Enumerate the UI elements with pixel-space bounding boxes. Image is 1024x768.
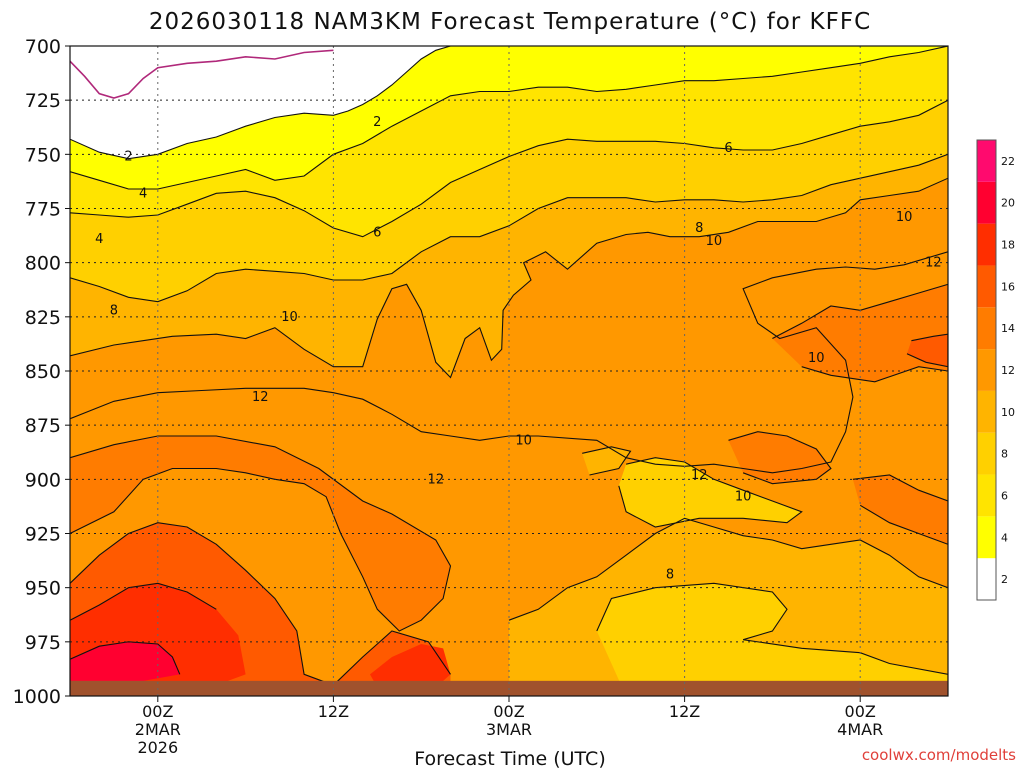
colorbar-swatch [977,223,996,266]
contour-line [70,177,948,379]
colorbar-label: 22 [1001,155,1015,168]
colorbar-swatch [977,265,996,308]
contour-line [906,333,948,368]
contour-label: 8 [695,221,703,236]
contour-label: 10 [281,310,298,325]
colorbar-label: 14 [1001,322,1015,335]
colorbar-swatch [977,516,996,559]
y-tick-label: 775 [25,199,61,221]
contour-label: 4 [139,186,147,201]
y-tick-label: 925 [25,524,61,546]
colorbar-label: 12 [1001,364,1015,377]
y-tick-label: 700 [25,36,61,58]
x-tick-label: 3MAR [486,720,532,739]
x-tick-label: 00Z [493,702,524,721]
x-tick-label: 00Z [142,702,173,721]
colorbar-swatch [977,432,996,475]
contour-line [70,522,451,686]
contour-line [70,435,452,632]
y-tick-label: 750 [25,144,61,166]
x-tick-label: 2026 [137,738,178,757]
y-tick-label: 875 [25,415,61,437]
colorbar-label: 4 [1001,531,1008,544]
contour-label: 8 [110,303,118,318]
temp-band-20 [70,641,180,681]
y-tick-label: 1000 [13,686,61,708]
colorbar-swatch [977,390,996,433]
contour-line [70,641,181,675]
colorbar-label: 10 [1001,406,1015,419]
x-tick-label: 12Z [669,702,700,721]
grid-lines [70,46,948,696]
contour-label: 12 [925,256,942,271]
contour-label: 2 [373,115,381,130]
contour-label: 10 [706,234,723,249]
x-tick-label: 12Z [318,702,349,721]
contour-label: 8 [666,568,674,583]
contour-label: 10 [515,433,532,448]
colorbar-label: 20 [1001,197,1015,210]
contour-label: 12 [691,468,708,483]
colorbar-swatch [977,307,996,350]
y-tick-label: 975 [25,632,61,654]
contour-line [508,517,948,621]
colorbar-swatch [977,349,996,391]
contour-line [582,446,632,476]
chart-title: 2026030118 NAM3KM Forecast Temperature (… [149,9,871,35]
credit-text: coolwx.com/modelts [862,746,1016,764]
contour-line [70,49,334,99]
y-axis: 700 725 750 775 800 825 850 875 900 925 950 975 1000 [13,36,70,708]
contour-line [728,431,832,485]
contour-line [852,474,948,545]
temp-band-8-mid [618,457,802,527]
colorbar-swatch [977,181,996,224]
contour-label: 10 [896,210,913,225]
temp-band-14 [70,436,451,631]
contour-line [70,251,948,474]
y-tick-label: 800 [25,253,61,275]
colorbar-label: 2 [1001,573,1008,586]
contour-label: 4 [95,232,103,247]
contour-label: 12 [252,390,269,405]
contour-label: 10 [735,490,752,505]
contour-line [70,46,948,190]
temp-band-16-east [907,334,948,367]
contour-line [596,582,948,696]
x-axis-label: Forecast Time (UTC) [414,748,605,768]
contour-line [772,283,948,383]
y-tick-label: 900 [25,469,61,491]
contour-label: 2 [124,150,132,165]
colorbar-swatch [977,140,996,182]
y-tick-label: 825 [25,307,61,329]
colorbar-label: 8 [1001,448,1008,461]
y-tick-label: 725 [25,90,61,112]
colorbar-swatch [977,558,996,600]
y-tick-label: 950 [25,578,61,600]
colorbar-frame [976,139,997,601]
x-tick-label: 2MAR [135,720,181,739]
contour-line [70,99,948,238]
temp-band-2 [70,46,451,159]
colorbar-label: 6 [1001,489,1008,502]
contour-label: 10 [808,351,825,366]
colorbar-label: 18 [1001,239,1015,252]
temp-band-14-east [772,284,948,382]
colorbar-label: 16 [1001,280,1015,293]
contour-label: 12 [428,472,445,487]
temp-band-10-pocket [582,446,631,475]
x-tick-label: 00Z [845,702,876,721]
colorbar-swatch [977,474,996,517]
contour-line [70,582,217,621]
contour-label: 6 [724,141,732,156]
contour-line [70,153,948,303]
y-tick-label: 850 [25,361,61,383]
temp-band-18-b [369,644,451,688]
contour-label: 6 [373,225,381,240]
colorbar-legend: 2 4 6 8 10 12 14 16 18 20 22 [976,139,1015,601]
x-tick-label: 4MAR [837,720,883,739]
